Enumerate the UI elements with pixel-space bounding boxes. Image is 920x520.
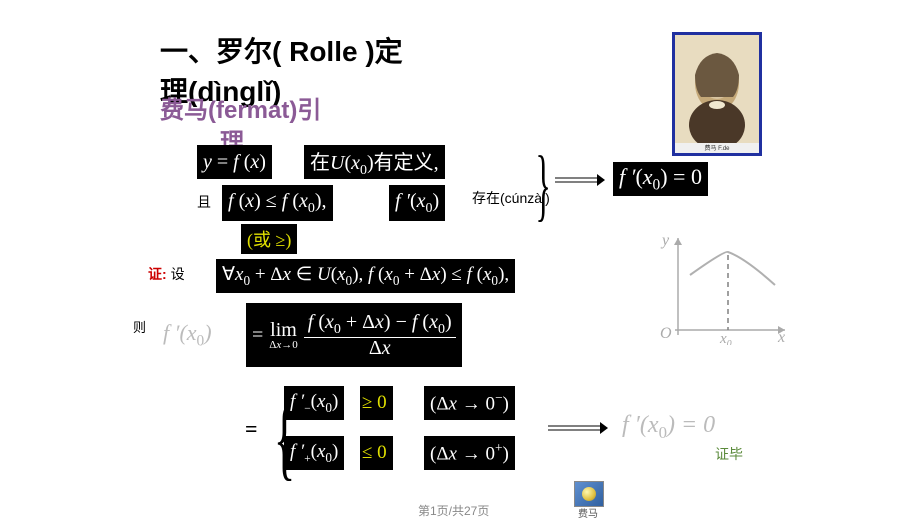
eq-def2: 在U(x0)有定义, bbox=[304, 145, 445, 179]
eq-left-deriv: f ′−(x0) bbox=[284, 386, 344, 420]
eq-forall: ∀x0 + Δx ∈ U(x0), f (x0 + Δx) ≤ f (x0), bbox=[216, 259, 515, 293]
text-qed: 证毕 bbox=[715, 444, 743, 464]
equals-cases: = bbox=[245, 416, 258, 442]
svg-text:x: x bbox=[777, 329, 785, 345]
nav-icon[interactable] bbox=[574, 481, 604, 507]
svg-text:x0: x0 bbox=[719, 331, 732, 345]
eq-right-deriv: f ′+(x0) bbox=[284, 436, 344, 470]
arrow-2 bbox=[548, 420, 608, 436]
proof-label: 证: 设 bbox=[148, 264, 185, 284]
eq-le0: ≤ 0 bbox=[360, 436, 393, 470]
eq-limit: = lim Δx→0 f (x0 + Δx) − f (x0) Δx bbox=[246, 303, 462, 367]
svg-text:费马 F.de: 费马 F.de bbox=[704, 144, 730, 152]
eq-def1: y = f (x) bbox=[197, 145, 272, 179]
mini-graph: y x O x0 bbox=[650, 230, 790, 350]
eq-dx-pos: (Δx → 0+) bbox=[424, 436, 515, 470]
eq-or: (或 ≥) bbox=[241, 224, 297, 254]
eq-lhs-gray: f ′(x0) bbox=[163, 320, 212, 350]
page-title-line1: 一、罗尔( Rolle )定 bbox=[160, 30, 403, 70]
page-number: 第1页/共27页 bbox=[418, 502, 489, 519]
fermat-portrait: 费马 F.de bbox=[672, 32, 762, 156]
arrow-1 bbox=[555, 172, 605, 188]
subtitle-line1: 费马(fermat)引 bbox=[160, 90, 321, 125]
text-ze: 则 bbox=[133, 317, 146, 336]
eq-ge0: ≥ 0 bbox=[360, 386, 393, 420]
svg-text:O: O bbox=[660, 325, 672, 342]
text-qie: 且 bbox=[197, 192, 211, 212]
eq-dx-neg: (Δx → 0−) bbox=[424, 386, 515, 420]
eq-cond2: f ′(x0) bbox=[389, 185, 445, 221]
svg-text:y: y bbox=[660, 232, 670, 249]
eq-cond1: f (x) ≤ f (x0), bbox=[222, 185, 333, 221]
brace-right: } bbox=[536, 140, 551, 231]
eq-final-gray: f ′(x0) = 0 bbox=[622, 412, 715, 443]
eq-result: f ′(x0) = 0 bbox=[613, 162, 708, 196]
